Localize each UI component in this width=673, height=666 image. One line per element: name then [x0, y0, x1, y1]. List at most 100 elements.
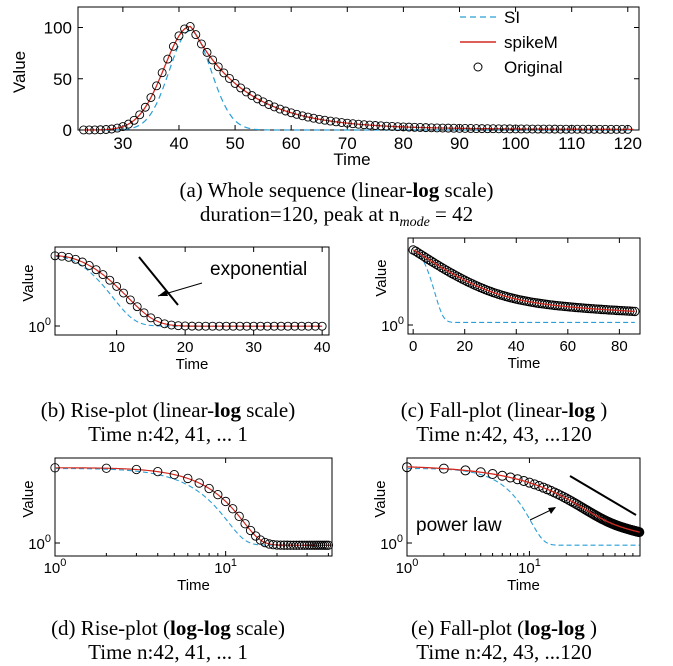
panel-a-point — [623, 124, 633, 134]
panel-a-point — [488, 124, 498, 134]
panel-c-point — [408, 245, 418, 255]
caption-a-sub: mode — [399, 215, 430, 231]
panel-a-point — [527, 124, 537, 134]
caption-e-bold: log-log — [524, 616, 585, 640]
panel-a-point — [286, 108, 296, 118]
panel-b-point — [276, 321, 286, 331]
panel-c-xtick-label: 0 — [409, 338, 417, 355]
panel-a-point — [589, 124, 599, 134]
panel-d-si-line — [55, 467, 331, 546]
caption-d-line2: Time n:42, 41, ... 1 — [88, 640, 248, 664]
panel-a-point — [90, 125, 100, 135]
panel-c-ylabel: Value — [373, 259, 390, 296]
panel-d-point — [275, 540, 286, 550]
panel-b-point — [57, 251, 67, 261]
caption-b-line2: Time n:42, 41, ... 1 — [88, 422, 248, 446]
panel-c-xlabel: Time — [508, 355, 541, 372]
panel-c-point — [418, 251, 429, 261]
panel-b-point — [173, 321, 183, 331]
panel-a-point — [129, 115, 139, 125]
panel-c: 0 20 40 60 80 100 Time Value — [373, 237, 641, 372]
panel-e-xtick-exp: 0 — [412, 557, 418, 569]
panel-c-point — [411, 246, 421, 256]
panel-a-point — [471, 124, 481, 134]
panel-a-point — [600, 124, 610, 134]
panel-e-si-line — [407, 467, 640, 546]
panel-a-point — [533, 124, 543, 134]
panel-c-xtick-label: 20 — [456, 338, 473, 355]
panel-b-point — [310, 321, 320, 331]
panel-b-point — [112, 281, 122, 291]
panel-a-point — [264, 100, 274, 109]
panel-a-point — [202, 47, 212, 57]
caption-c-line2: Time n:42, 43, ...120 — [416, 422, 592, 446]
panel-b-arrow-head — [158, 290, 168, 296]
panel-b-point — [119, 288, 128, 298]
panel-a-point — [393, 122, 403, 132]
panel-c-point — [441, 265, 452, 276]
panel-a-xtick-label: 90 — [450, 134, 469, 153]
panel-d-point — [213, 489, 223, 500]
panel-b-point — [304, 321, 313, 331]
panel-a-ytick-label: 100 — [44, 19, 72, 38]
panel-d-point — [153, 466, 163, 477]
legend-original-swatch — [473, 62, 483, 72]
panel-a-point — [342, 118, 352, 128]
panel-a-point — [398, 122, 408, 132]
panel-a-xtick-label: 70 — [338, 134, 357, 153]
panel-d-point — [131, 464, 142, 475]
panel-b-exponential-slope — [138, 256, 179, 306]
panel-a-point — [297, 111, 307, 121]
panel-a-point — [174, 31, 184, 41]
panel-d-point — [101, 463, 112, 473]
panel-b-point — [201, 321, 211, 331]
panel-b-point — [290, 321, 300, 331]
panel-d-point — [228, 504, 238, 514]
panel-b-xtick-label: 30 — [245, 339, 262, 356]
panel-c-point — [413, 248, 424, 258]
caption-b-bold: log — [214, 398, 241, 422]
panel-e-point — [586, 507, 597, 518]
caption-e: (e) Fall-plot (log-log ) Time n:42, 43, … — [336, 616, 672, 664]
panel-b-point — [317, 321, 327, 331]
legend-label-0: SI — [504, 8, 520, 27]
panel-b-ylabel: Value — [20, 264, 37, 301]
panel-a-point — [275, 104, 285, 114]
panel-c-point — [439, 264, 449, 274]
panel-a-point — [320, 115, 330, 125]
panel-a-point — [455, 123, 464, 133]
panel-b-point — [297, 321, 307, 331]
panel-a-point — [511, 124, 521, 134]
panel-d-point — [50, 463, 60, 473]
panel-b-xtick-label: 40 — [314, 339, 331, 356]
panel-a-point — [606, 124, 616, 134]
caption-d-line1-end: scale) — [230, 616, 285, 640]
panel-b-point — [221, 321, 231, 331]
panel-b-point — [269, 321, 279, 331]
panel-a-point — [376, 121, 386, 131]
panel-a-point — [135, 110, 145, 120]
panel-b-point — [50, 251, 60, 261]
panel-a-point — [269, 102, 279, 112]
panel-d-ylabel: Value — [20, 480, 37, 517]
panel-b-point — [262, 321, 272, 331]
caption-a-line1: (a) Whole sequence (linear- — [179, 178, 413, 202]
panel-d-xtick-exp: 1 — [231, 557, 237, 569]
panel-a-point — [578, 124, 588, 134]
panel-c-point — [452, 271, 462, 281]
panel-a-xtick-label: 120 — [614, 134, 642, 153]
panel-d-point — [234, 511, 244, 521]
caption-a-line1-end: scale) — [439, 178, 494, 202]
panel-a-point — [303, 112, 313, 122]
panel-a-point — [550, 124, 560, 134]
caption-b-line1: (b) Rise-plot (linear- — [40, 398, 215, 422]
panel-b-point — [77, 257, 87, 267]
panel-a-point — [365, 120, 375, 130]
panel-c-xtick-label: 60 — [559, 338, 576, 355]
panel-d-point — [194, 478, 204, 488]
panel-a-xtick-label: 110 — [558, 134, 585, 153]
legend-label-2: Original — [504, 58, 563, 77]
panel-a-point — [196, 39, 206, 49]
panel-a-point — [348, 119, 358, 129]
panel-c-xtick-label: 40 — [508, 338, 525, 355]
